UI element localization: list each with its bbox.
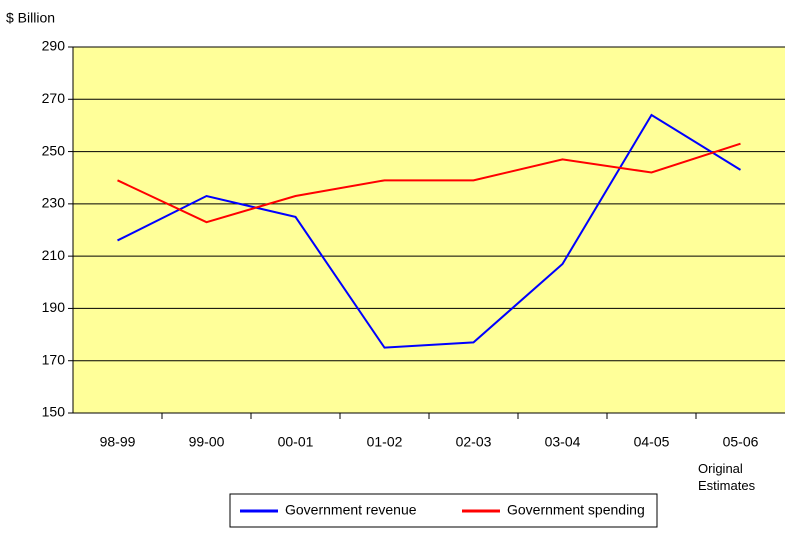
x-tick-label: 02-03 <box>456 434 492 450</box>
legend-label: Government spending <box>507 502 645 518</box>
x-tick-label: 01-02 <box>367 434 403 450</box>
plot-area <box>73 47 785 413</box>
y-tick-label: 230 <box>42 195 66 211</box>
y-tick-label: 290 <box>42 38 66 54</box>
x-tick-label: 98-99 <box>100 434 136 450</box>
annotation: Original Estimates <box>698 461 756 493</box>
x-tick-label: 00-01 <box>278 434 314 450</box>
y-tick-label: 170 <box>42 351 66 367</box>
y-tick-label: 150 <box>42 404 66 420</box>
legend-label: Government revenue <box>285 502 417 518</box>
y-tick-label: 190 <box>42 299 66 315</box>
series-line <box>117 142 741 224</box>
x-tick-label: 05-06 <box>723 434 759 450</box>
legend <box>229 493 658 528</box>
x-tick-label: 04-05 <box>634 434 670 450</box>
y-tick-label: 270 <box>42 90 66 106</box>
y-axis-label: $ Billion <box>6 10 55 26</box>
x-tick-label: 03-04 <box>545 434 581 450</box>
series-line <box>117 113 742 349</box>
y-tick-label: 210 <box>42 247 66 263</box>
x-tick-label: 99-00 <box>189 434 225 450</box>
y-tick-label: 250 <box>42 142 66 158</box>
